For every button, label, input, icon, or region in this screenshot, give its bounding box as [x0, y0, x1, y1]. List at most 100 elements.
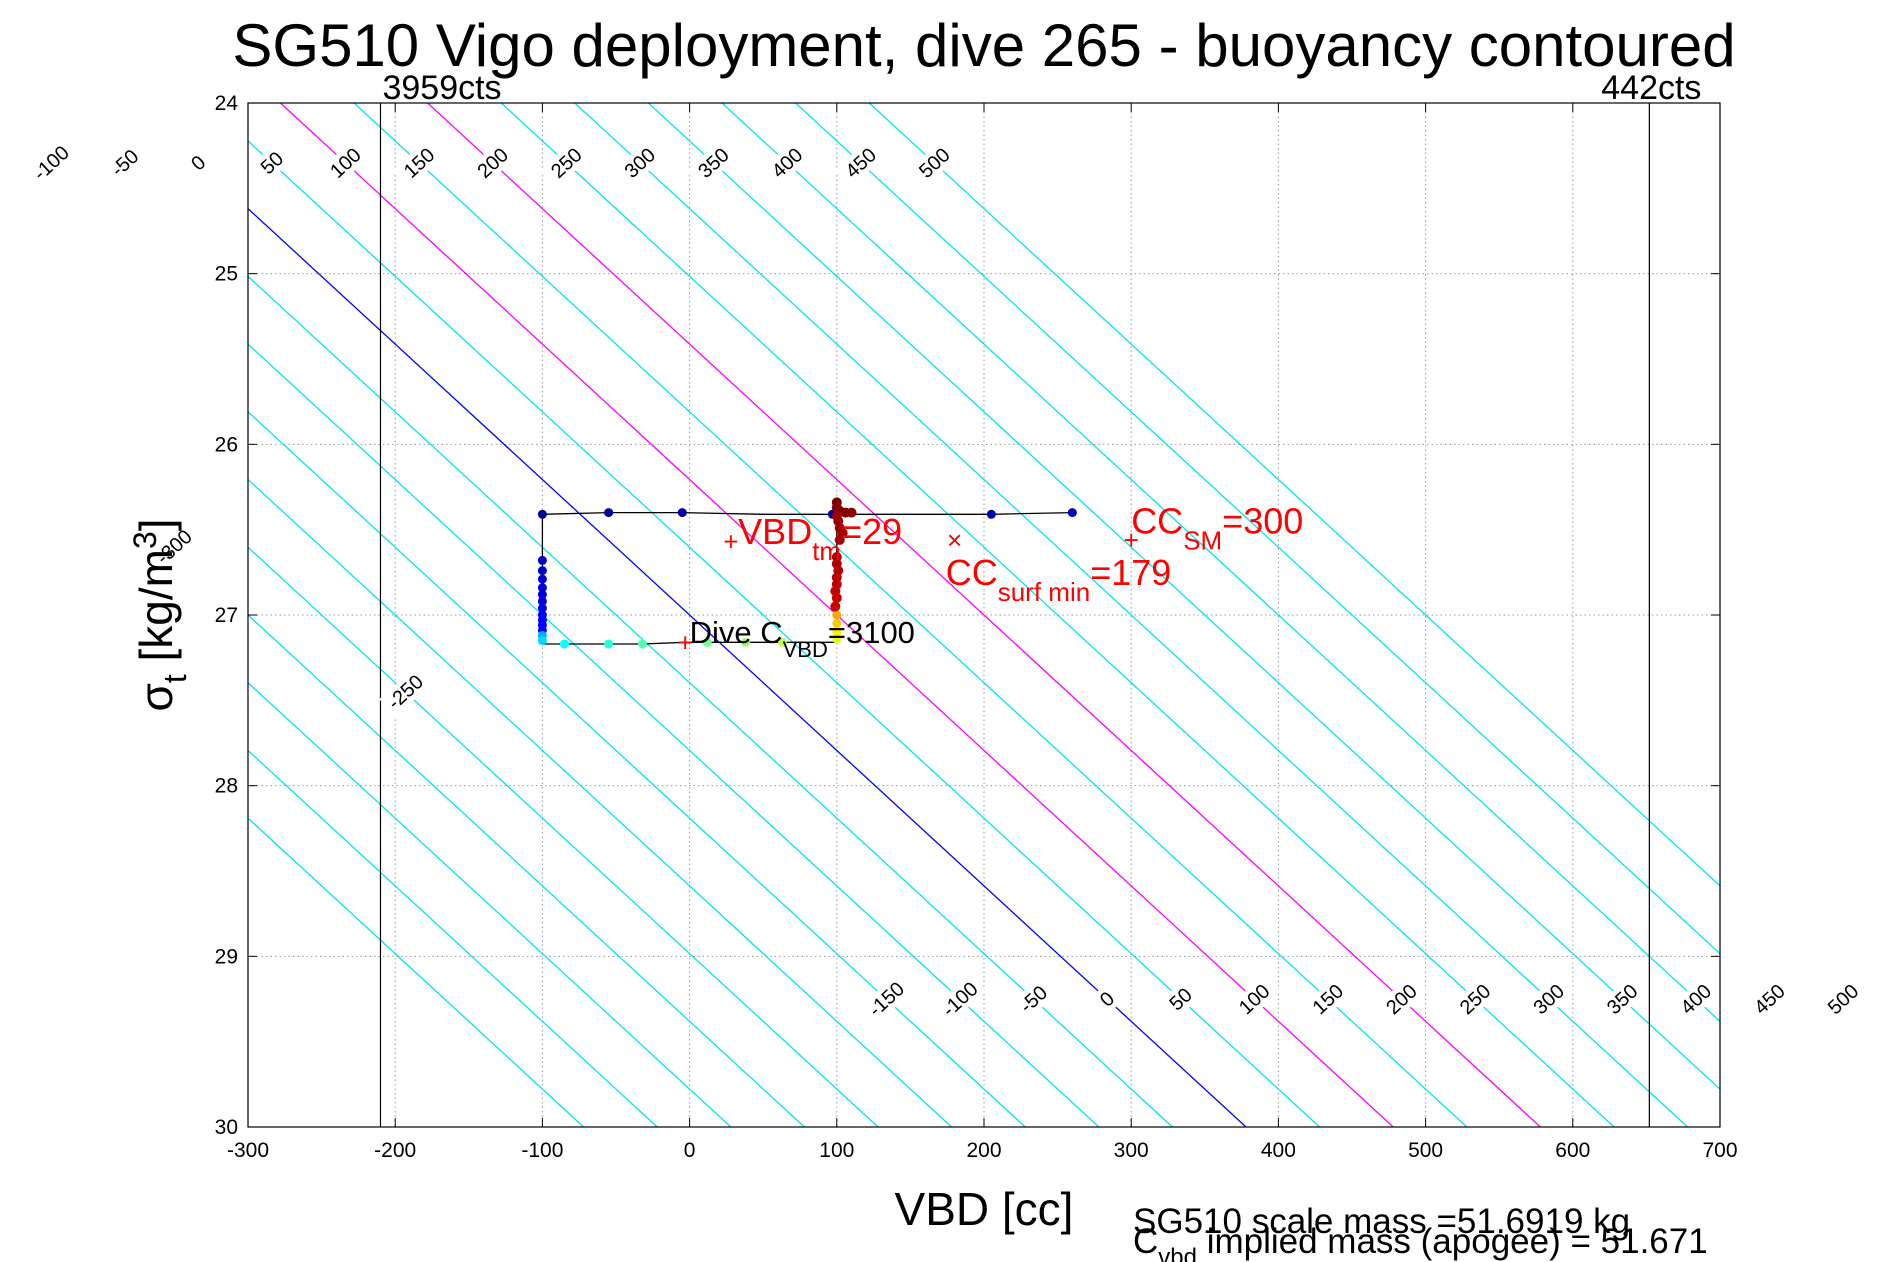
bottom-point [832, 619, 842, 629]
contour-label-bg [98, 137, 151, 188]
reference-marker: + [723, 527, 738, 557]
vbd-limit-lines: 3959cts 442cts [379, 69, 1701, 1127]
limit-line-label: 3959cts [382, 69, 501, 107]
buoyancy-contours [248, 103, 1720, 1127]
y-tick-label: 30 [215, 1116, 238, 1139]
contour-label-bg [319, 137, 372, 188]
annotation-text: CCsurf min=179 [946, 552, 1172, 607]
contour-label-bg [1669, 973, 1722, 1025]
contour-label-bg [834, 137, 887, 188]
descent-point [537, 596, 547, 606]
contour-label-bg [245, 137, 298, 188]
contour-label-bg [148, 521, 200, 572]
contour-label-bg [908, 137, 960, 188]
descent-point [537, 603, 547, 613]
contour-line-neg400 [248, 749, 658, 1127]
contour-line-neg250 [248, 546, 879, 1127]
descent-point [537, 566, 547, 576]
footer-scale-mass: SG510 scale mass =51.6919 kg [1133, 1202, 1630, 1241]
contour-line-250 [500, 103, 1615, 1127]
descent-point [537, 574, 547, 584]
contour-label-bg [540, 137, 592, 188]
contour-line-450 [795, 103, 1720, 955]
contour-label-bg [1228, 973, 1280, 1025]
svg-text:σt [kg/m3]: σt [kg/m3] [127, 518, 193, 711]
reference-markers: + × + + [678, 525, 1139, 657]
y-axis-subscript: t [157, 674, 193, 683]
contour-line-50 [248, 140, 1321, 1127]
annotation-value: =179 [1090, 552, 1171, 593]
bottom-point [832, 627, 842, 637]
x-tick-label: 400 [1261, 1139, 1296, 1162]
contour-line-neg350 [248, 681, 732, 1127]
contour-label-bg [1817, 973, 1869, 1025]
contour-label-bg [1449, 973, 1501, 1025]
x-tick-label: 300 [1114, 1139, 1149, 1162]
y-tick-label: 28 [215, 775, 238, 798]
contour-label-bg [393, 137, 445, 188]
y-axis-symbol: σ [130, 683, 182, 711]
contour-label-bg [466, 137, 519, 188]
contour-line-350 [647, 103, 1720, 1090]
annotation-subscript: VBD [783, 637, 828, 662]
footer-c-symbol: C [1133, 1222, 1158, 1261]
bottom-point [832, 610, 842, 620]
contour-label-bg [1154, 973, 1207, 1025]
contour-line-150 [353, 103, 1468, 1127]
annotation-subscript: surf min [998, 577, 1090, 607]
trace-line [542, 641, 837, 645]
annotation-main: CC [1131, 501, 1183, 542]
contour-label-bg [1375, 973, 1428, 1025]
x-tick-label: -300 [227, 1139, 269, 1162]
contour-line-300 [574, 103, 1689, 1127]
contour-line-neg150 [248, 410, 1026, 1127]
contour-label-bg [25, 137, 77, 188]
x-tick-label: 100 [819, 1139, 854, 1162]
annotation-text: CCSM=300 [1131, 501, 1303, 556]
bottom-point [777, 637, 787, 647]
contour-line-neg200 [248, 478, 953, 1127]
annotation-subscript: SM [1183, 526, 1222, 556]
contour-line-neg450 [248, 817, 585, 1127]
contour-label-bg [1596, 973, 1648, 1025]
contour-line-200 [427, 103, 1541, 1127]
y-tick-label: 27 [215, 604, 238, 627]
descent-point [537, 509, 547, 519]
annotation-main: VBD [738, 511, 812, 552]
x-tick-label: 200 [966, 1139, 1001, 1162]
y-tick-label: 25 [215, 263, 238, 286]
bottom-point [537, 636, 547, 646]
contour-label-bg [1743, 973, 1796, 1025]
y-axis-label: σt [kg/m3] [127, 518, 193, 711]
x-tick-label: 700 [1702, 1139, 1737, 1162]
annotation-text: VBDtm=29 [738, 511, 902, 566]
contour-label-bg [1522, 973, 1575, 1025]
ascent-point [834, 534, 845, 545]
ascent-point [831, 592, 842, 603]
ascent-point [846, 507, 857, 518]
x-tick-label: 500 [1408, 1139, 1443, 1162]
y-tick-label: 26 [215, 433, 238, 456]
annotation-value: =3100 [828, 615, 915, 650]
bottom-point [702, 637, 712, 647]
x-tick-label: -200 [374, 1139, 416, 1162]
descent-point [537, 590, 547, 600]
footer-implied-text: implied mass (apogee) = 51.671 [1197, 1222, 1708, 1261]
contour-line-0 [248, 207, 1247, 1127]
descent-point [537, 583, 547, 593]
y-axis-unit: [kg/m [130, 549, 182, 674]
bottom-point [832, 634, 842, 644]
y-axis-close: ] [130, 518, 182, 531]
contour-label-bg [1081, 973, 1133, 1025]
axis-ticks: -300 -200 -100 0 100 200 300 400 500 600 700 24 25 26… [215, 92, 1738, 1162]
annotation-value: =300 [1222, 501, 1303, 542]
descent-point [677, 508, 687, 518]
bottom-point [637, 639, 647, 649]
x-tick-label: 600 [1555, 1139, 1590, 1162]
annotation-main: Dive C [690, 615, 783, 650]
descent-point [1067, 508, 1077, 518]
reference-marker: + [678, 627, 693, 657]
contour-label-bg [1007, 973, 1060, 1025]
